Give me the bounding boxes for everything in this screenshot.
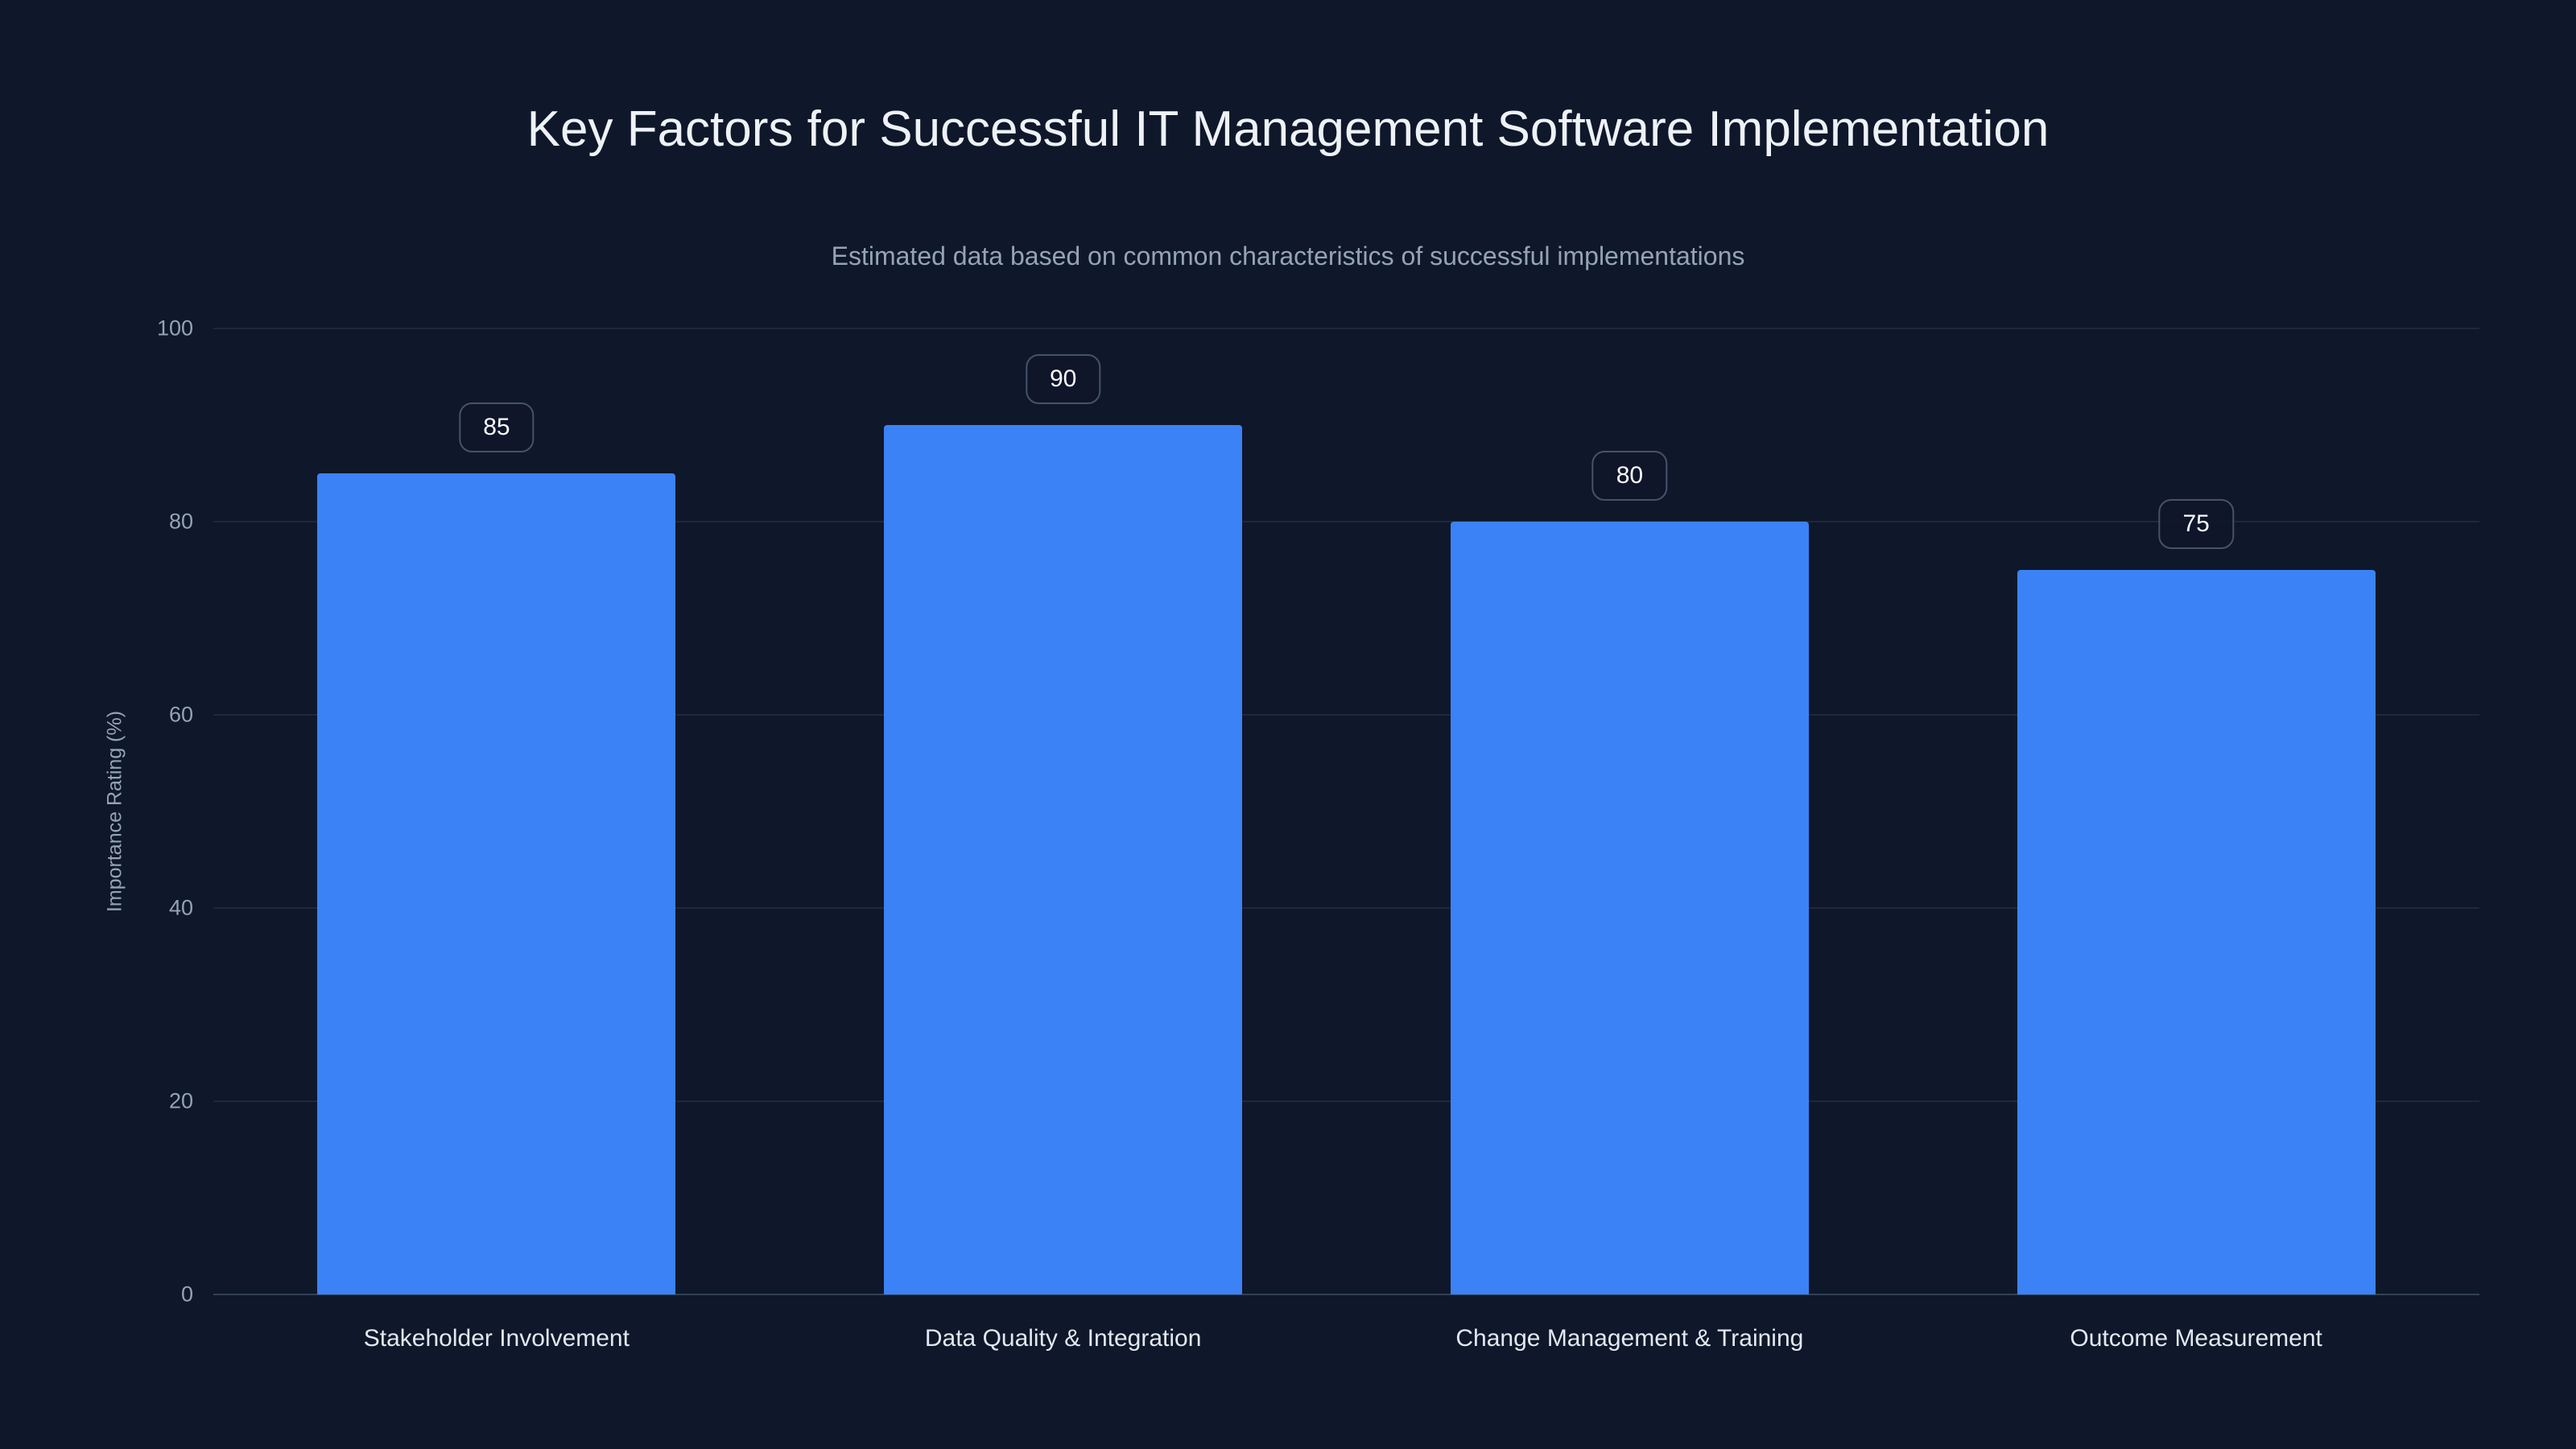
y-tick-label: 20 xyxy=(168,1088,193,1113)
gridline xyxy=(213,521,2479,522)
chart-title: Key Factors for Successful IT Management… xyxy=(526,101,2050,157)
plot-area: Importance Rating (%) 0 20 40 60 80 100 85 Stak… xyxy=(104,316,2479,1352)
bar-change-management-training[interactable] xyxy=(1450,522,1809,1294)
x-category-label: Stakeholder Involvement xyxy=(363,1325,630,1352)
gridline xyxy=(213,1100,2479,1102)
y-axis-label: Importance Rating (%) xyxy=(103,710,126,913)
x-axis-line xyxy=(213,1294,2479,1295)
value-label-badge: 80 xyxy=(1591,451,1668,501)
value-label-badge: 75 xyxy=(2158,499,2234,549)
gridline xyxy=(213,714,2479,716)
gridline xyxy=(213,328,2479,329)
gridline xyxy=(213,907,2479,909)
value-label-badge: 90 xyxy=(1025,354,1101,404)
x-category-label: Outcome Measurement xyxy=(2070,1325,2322,1352)
y-tick-label: 40 xyxy=(168,895,193,920)
y-tick-label: 0 xyxy=(180,1282,193,1307)
x-category-label: Change Management & Training xyxy=(1455,1325,1804,1352)
x-category-label: Data Quality & Integration xyxy=(924,1325,1202,1352)
chart-subtitle: Estimated data based on common character… xyxy=(831,242,1745,270)
bar-data-quality-integration[interactable] xyxy=(884,425,1243,1294)
bar-outcome-measurement[interactable] xyxy=(2017,570,2376,1294)
value-label-badge: 85 xyxy=(459,402,535,452)
y-tick-label: 80 xyxy=(168,509,193,534)
y-tick-label: 60 xyxy=(168,702,193,727)
y-tick-label: 100 xyxy=(156,316,193,341)
bar-stakeholder-involvement[interactable] xyxy=(317,473,676,1294)
